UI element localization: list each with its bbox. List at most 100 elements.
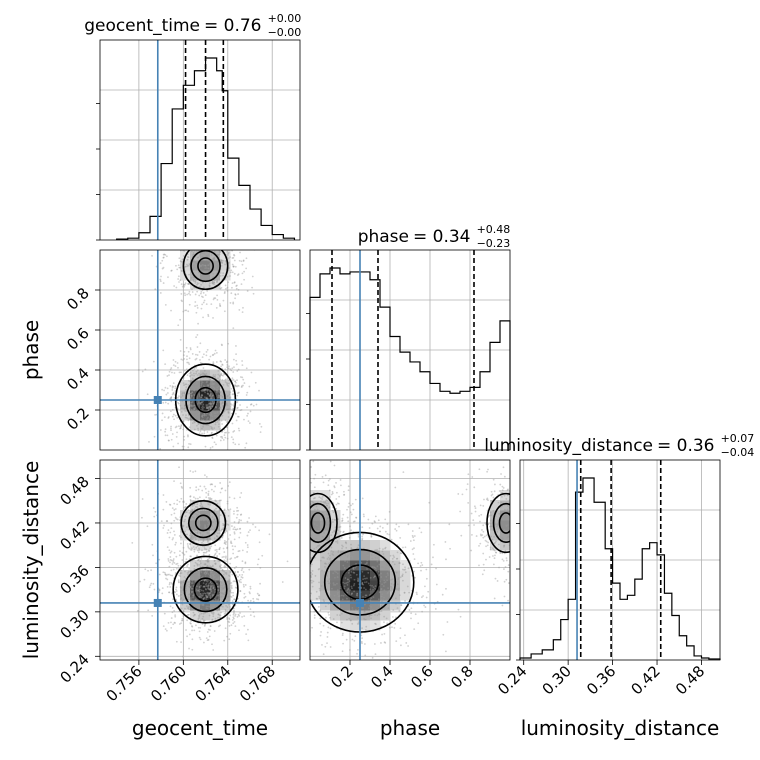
scatter-point: [201, 576, 204, 578]
scatter-point: [196, 532, 199, 535]
scatter-point: [230, 269, 233, 272]
scatter-point: [229, 391, 232, 394]
scatter-point: [370, 617, 372, 620]
scatter-point: [162, 571, 165, 574]
scatter-point: [226, 395, 229, 398]
scatter-point: [322, 481, 325, 484]
scatter-point: [207, 503, 210, 506]
scatter-point: [356, 652, 358, 655]
scatter-point: [222, 374, 224, 377]
scatter-point: [222, 383, 225, 386]
scatter-point: [331, 531, 334, 534]
scatter-point: [351, 592, 353, 595]
scatter-point: [341, 598, 344, 601]
scatter-point: [383, 621, 385, 624]
scatter-point: [211, 525, 214, 527]
scatter-point: [183, 435, 186, 438]
scatter-point: [361, 642, 363, 645]
scatter-point: [334, 519, 336, 521]
scatter-point: [153, 588, 156, 591]
scatter-point: [215, 406, 217, 409]
scatter-point: [210, 263, 213, 266]
scatter-point: [192, 516, 195, 519]
scatter-point: [219, 435, 222, 438]
scatter-point: [201, 394, 204, 397]
scatter-point: [207, 405, 210, 408]
scatter-point: [221, 584, 224, 587]
scatter-point: [196, 532, 199, 534]
scatter-point: [193, 233, 195, 235]
scatter-point: [238, 549, 241, 552]
scatter-point: [177, 278, 180, 280]
scatter-point: [211, 400, 214, 403]
scatter-point: [199, 402, 202, 405]
scatter-point: [238, 614, 241, 617]
scatter-point: [167, 559, 170, 562]
scatter-point: [189, 247, 191, 249]
scatter-point: [349, 619, 352, 622]
scatter-point: [213, 560, 216, 562]
scatter-point: [231, 619, 234, 621]
density-cell: [490, 500, 501, 511]
scatter-point: [223, 373, 226, 376]
scatter-point: [163, 416, 166, 419]
scatter-point: [170, 621, 172, 624]
scatter-point: [183, 576, 186, 578]
scatter-point: [303, 510, 305, 512]
scatter-point: [490, 494, 493, 497]
density-cell: [350, 550, 361, 561]
scatter-point: [227, 595, 230, 598]
scatter-point: [214, 297, 217, 300]
scatter-point: [290, 573, 292, 575]
scatter-point: [189, 543, 191, 545]
scatter-point: [221, 605, 224, 608]
scatter-point: [217, 577, 220, 579]
scatter-point: [518, 518, 520, 520]
scatter-point: [365, 562, 368, 565]
scatter-point: [227, 257, 230, 260]
scatter-point: [221, 435, 223, 438]
scatter-point: [205, 397, 208, 400]
scatter-point: [424, 606, 427, 608]
scatter-point: [370, 535, 373, 538]
scatter-point: [190, 250, 193, 253]
scatter-point: [361, 582, 364, 585]
scatter-point: [505, 524, 508, 527]
scatter-point: [213, 375, 215, 378]
scatter-point: [204, 264, 207, 267]
scatter-point: [209, 446, 212, 449]
scatter-point: [384, 530, 387, 533]
scatter-point: [534, 513, 536, 515]
scatter-point: [528, 514, 530, 516]
scatter-point: [204, 563, 207, 565]
scatter-point: [211, 565, 214, 568]
scatter-point: [221, 245, 223, 247]
scatter-point: [179, 575, 182, 577]
scatter-point: [199, 562, 202, 565]
scatter-point: [230, 369, 233, 372]
scatter-point: [216, 390, 219, 393]
scatter-point: [203, 412, 206, 415]
scatter-point: [249, 599, 252, 602]
scatter-point: [465, 488, 468, 491]
scatter-point: [146, 525, 149, 528]
scatter-point: [206, 585, 209, 588]
scatter-point: [238, 629, 240, 632]
density-cell: [200, 580, 211, 591]
scatter-point: [190, 404, 193, 407]
scatter-point: [204, 527, 207, 529]
scatter-point: [212, 615, 215, 618]
scatter-point: [233, 612, 235, 615]
scatter-point: [315, 590, 318, 593]
scatter-point: [196, 549, 199, 552]
scatter-point: [193, 367, 196, 370]
scatter-point: [159, 262, 162, 265]
scatter-point: [207, 494, 210, 497]
scatter-point: [194, 470, 197, 473]
scatter-point: [216, 294, 218, 297]
scatter-point: [322, 501, 325, 503]
scatter-point: [219, 391, 222, 394]
scatter-point: [205, 350, 208, 353]
panel-frame: [519, 459, 721, 661]
scatter-point: [195, 571, 198, 574]
